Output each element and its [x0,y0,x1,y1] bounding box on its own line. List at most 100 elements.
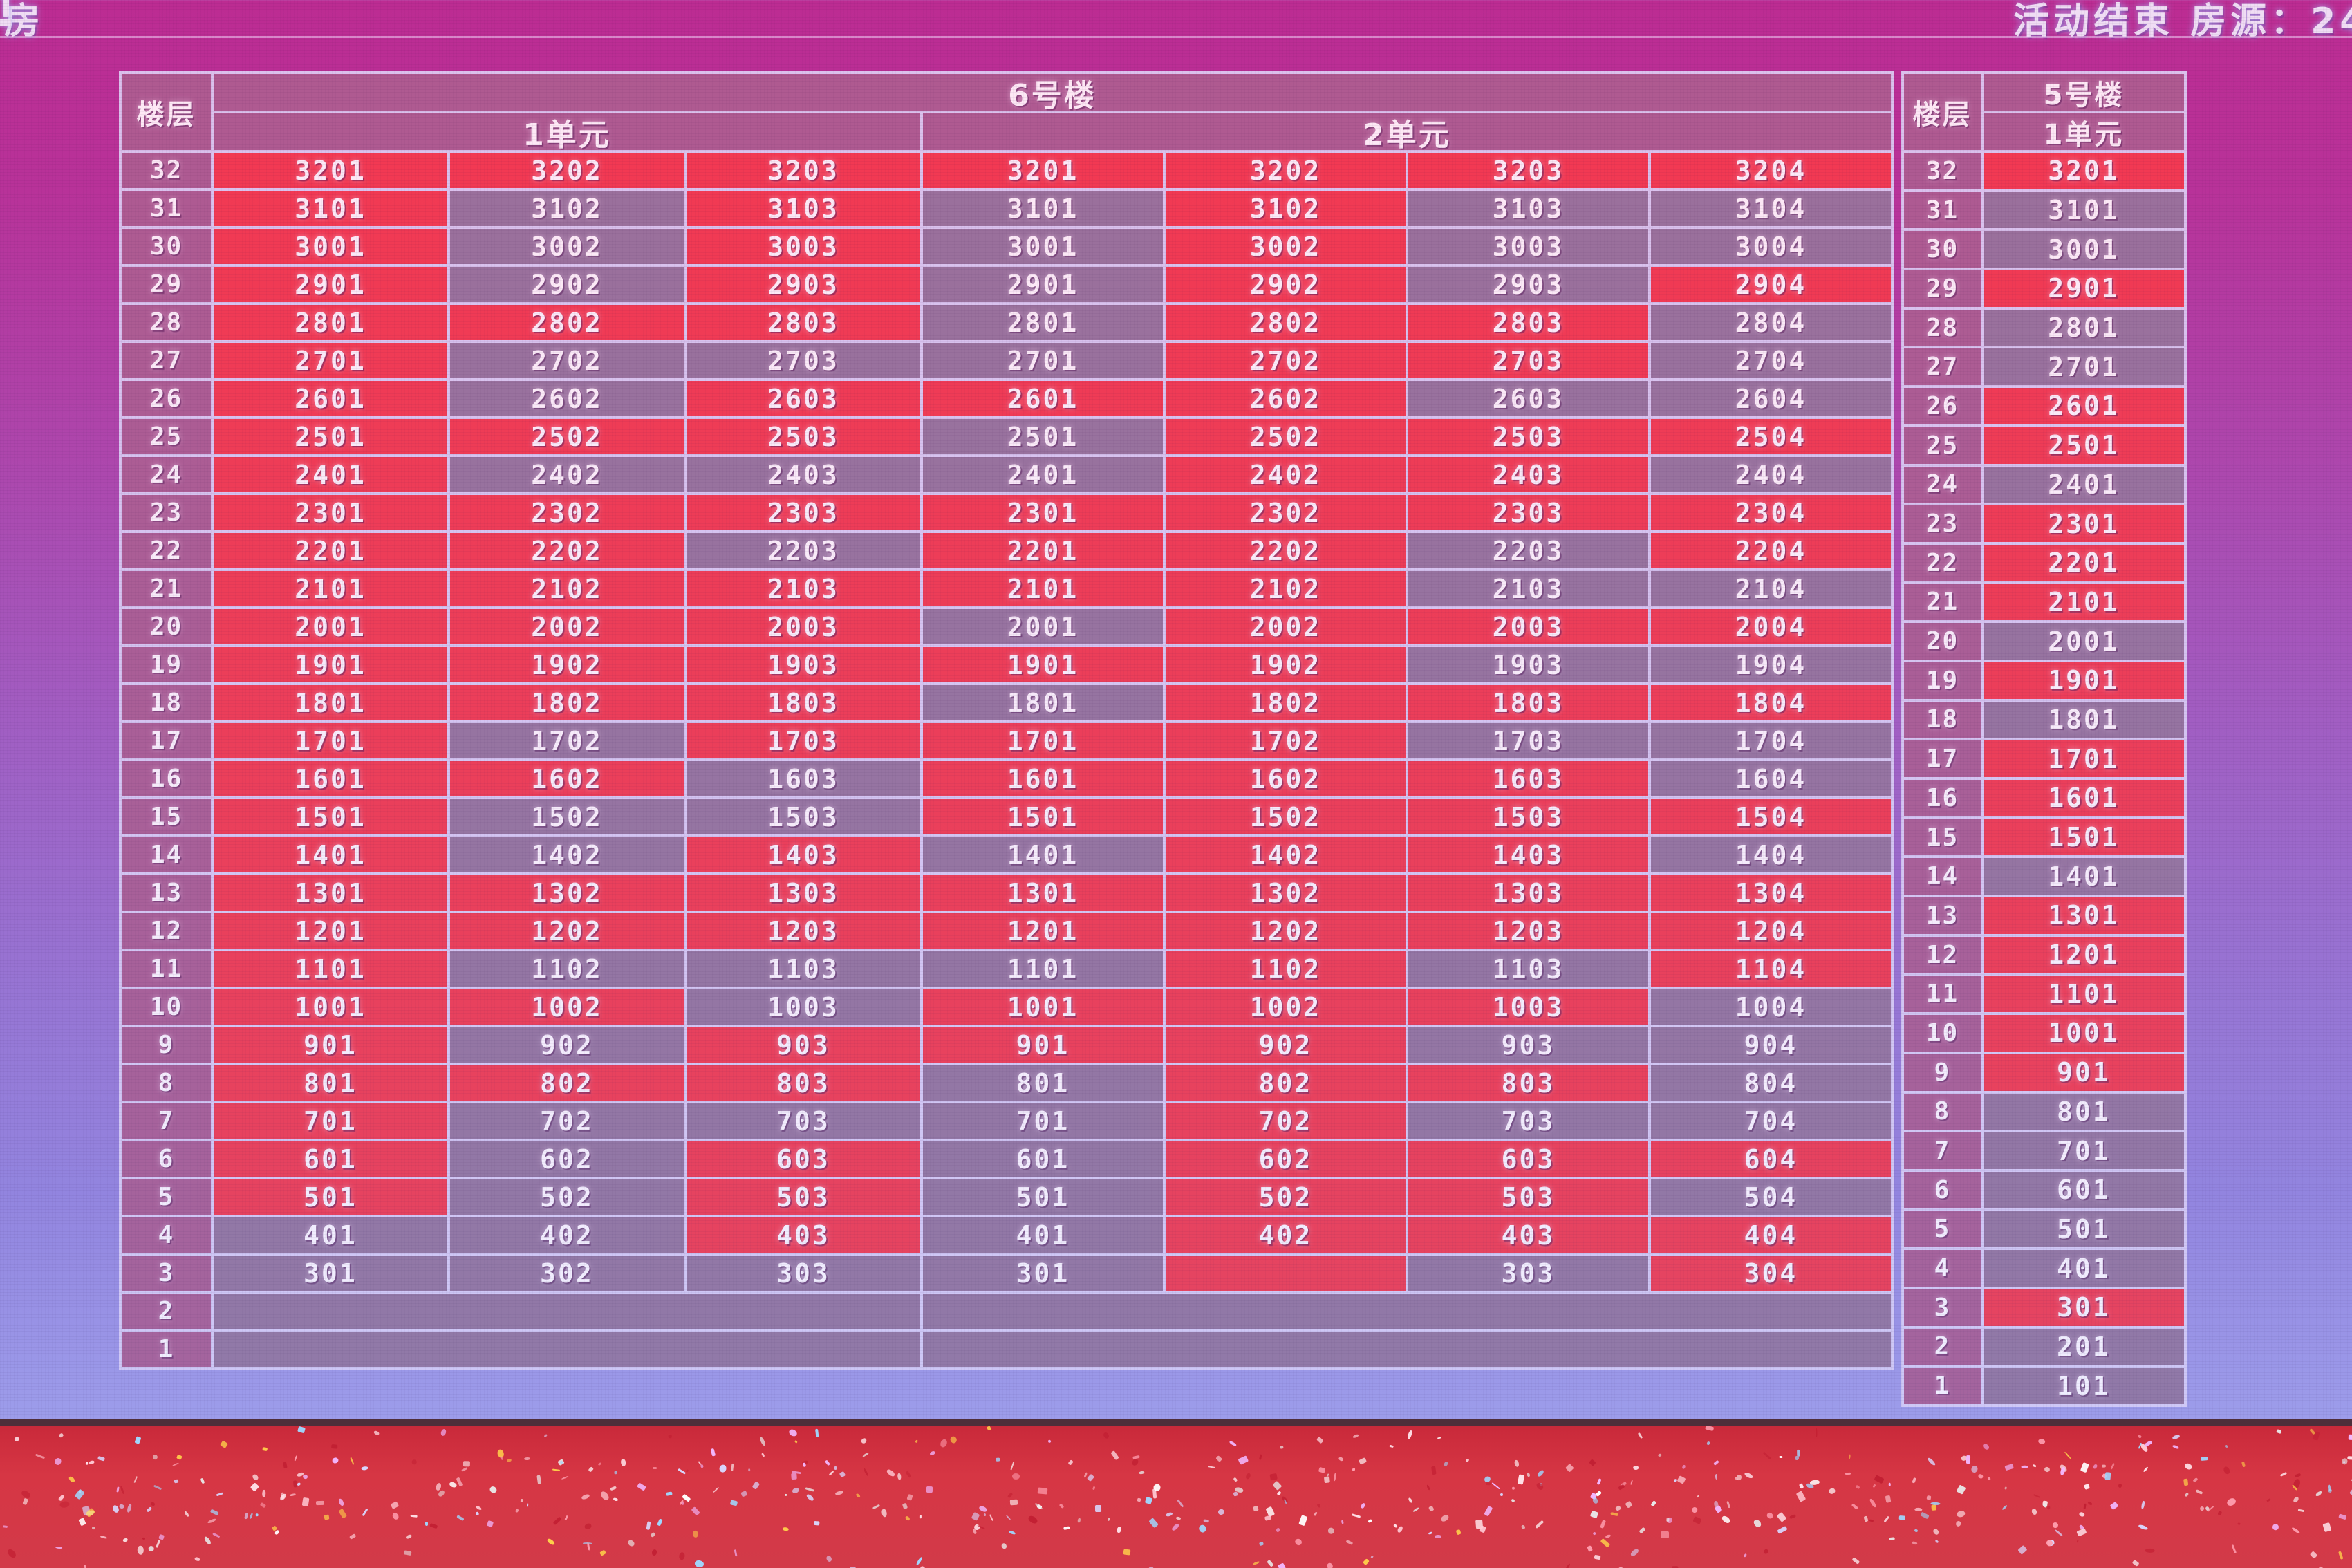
b5-unit1-header: 1单元 [1984,113,2184,150]
confetti-speck [1630,1479,1633,1485]
confetti-speck [331,1456,339,1464]
b5-room-2101: 2101 [1984,584,2184,621]
confetti-speck [1932,1528,1940,1536]
confetti-speck [1633,1465,1639,1471]
b6-floor-23: 23 [122,495,211,530]
b6-u1-room-301: 301 [214,1256,447,1291]
confetti-speck [22,1498,29,1506]
confetti-speck [514,1509,519,1513]
confetti-speck [2144,1440,2153,1447]
confetti-speck [2038,1438,2046,1444]
confetti-speck [149,1501,156,1507]
confetti-speck [712,1486,719,1493]
confetti-speck [2231,1544,2237,1554]
confetti-speck [825,1555,832,1562]
confetti-speck [302,1474,308,1480]
confetti-speck [297,1426,306,1434]
b6-u1-room-603: 603 [687,1141,920,1177]
confetti-speck [2109,1462,2115,1471]
confetti-speck [2033,1493,2041,1498]
b6-u2-room-602: 602 [1166,1141,1406,1177]
confetti-speck [1000,1542,1008,1550]
confetti-speck [122,1537,128,1542]
b6-u2-room-1504: 1504 [1651,799,1891,834]
b6-u2-room-1804: 1804 [1651,685,1891,720]
confetti-speck [1650,1500,1657,1507]
confetti-speck [250,1482,259,1492]
b6-u1-room-2401: 2401 [214,457,447,492]
b5-room-1201: 1201 [1984,936,2184,973]
confetti-speck [2132,1560,2140,1567]
b6-u1-room-1003: 1003 [687,989,920,1025]
confetti-speck [1362,1558,1370,1565]
b5-floor-30: 30 [1904,231,1981,268]
b6-u1-room-402: 402 [450,1217,684,1253]
b6-u2-room-2003: 2003 [1408,609,1648,644]
confetti-speck [926,1486,933,1493]
confetti-speck [761,1453,765,1458]
b6-u1-room-503: 503 [687,1179,920,1215]
confetti-speck [1323,1476,1330,1483]
confetti-speck [259,1502,267,1509]
confetti-speck [337,1498,345,1507]
confetti-speck [255,1513,259,1516]
confetti-speck [1368,1518,1373,1523]
confetti-speck [1325,1562,1334,1568]
confetti-speck [2172,1444,2180,1450]
b6-u2-room-2601: 2601 [923,381,1163,416]
b6-u1-room-1603: 1603 [687,761,920,796]
b6-u1-room-2301: 2301 [214,495,447,530]
confetti-speck [2184,1492,2190,1497]
confetti-speck [1970,1465,1979,1474]
b5-room-3201: 3201 [1984,153,2184,189]
confetti-speck [1931,1505,1937,1511]
confetti-speck [1851,1556,1860,1565]
confetti-speck [1165,1511,1174,1518]
confetti-speck [487,1520,494,1527]
confetti-speck [2297,1508,2304,1513]
confetti-speck [1587,1545,1593,1552]
b6-floor-18: 18 [122,685,211,720]
b6-u2-room-301: 301 [923,1256,1163,1291]
confetti-speck [1233,1477,1238,1483]
b6-u1-room-703: 703 [687,1103,920,1139]
screen-bottom-bezel [0,1419,2352,1427]
confetti-speck [1981,1443,1990,1451]
b6-u2-room-1802: 1802 [1166,685,1406,720]
red-carpet [0,1426,2352,1568]
confetti-speck [1744,1471,1754,1480]
confetti-speck [2092,1463,2098,1469]
b5-room-3001: 3001 [1984,231,2184,268]
confetti-speck [2315,1490,2323,1497]
confetti-speck [1954,1520,1962,1527]
b6-floor-3: 3 [122,1256,211,1291]
confetti-speck [2222,1466,2231,1475]
confetti-speck [1108,1517,1111,1521]
b5-room-501: 501 [1984,1211,2184,1248]
b6-floor-26: 26 [122,381,211,416]
b6-u1-room-1401: 1401 [214,837,447,872]
confetti-speck [2,1525,8,1528]
b6-u2-room-904: 904 [1651,1027,1891,1063]
confetti-speck [665,1491,673,1496]
b6-u2-room-1801: 1801 [923,685,1163,720]
confetti-speck [2084,1483,2091,1490]
b6-u1-room-3003: 3003 [687,229,920,264]
confetti-speck [915,1556,923,1565]
b6-u2-room-1603: 1603 [1408,761,1648,796]
confetti-speck [902,1503,908,1510]
confetti-speck [989,1513,994,1521]
confetti-speck [2118,1483,2122,1488]
confetti-speck [1359,1457,1367,1465]
confetti-speck [929,1450,936,1457]
b6-u1-room-401: 401 [214,1217,447,1253]
b5-floor-17: 17 [1904,740,1981,777]
confetti-speck [718,1464,727,1473]
b6-u2-room-604: 604 [1651,1141,1891,1177]
confetti-speck [1352,1434,1359,1439]
b6-u2-room-2204: 2204 [1651,533,1891,568]
b5-floor-28: 28 [1904,309,1981,346]
confetti-speck [55,1546,63,1549]
confetti-speck [904,1515,911,1522]
b5-floor-19: 19 [1904,662,1981,699]
